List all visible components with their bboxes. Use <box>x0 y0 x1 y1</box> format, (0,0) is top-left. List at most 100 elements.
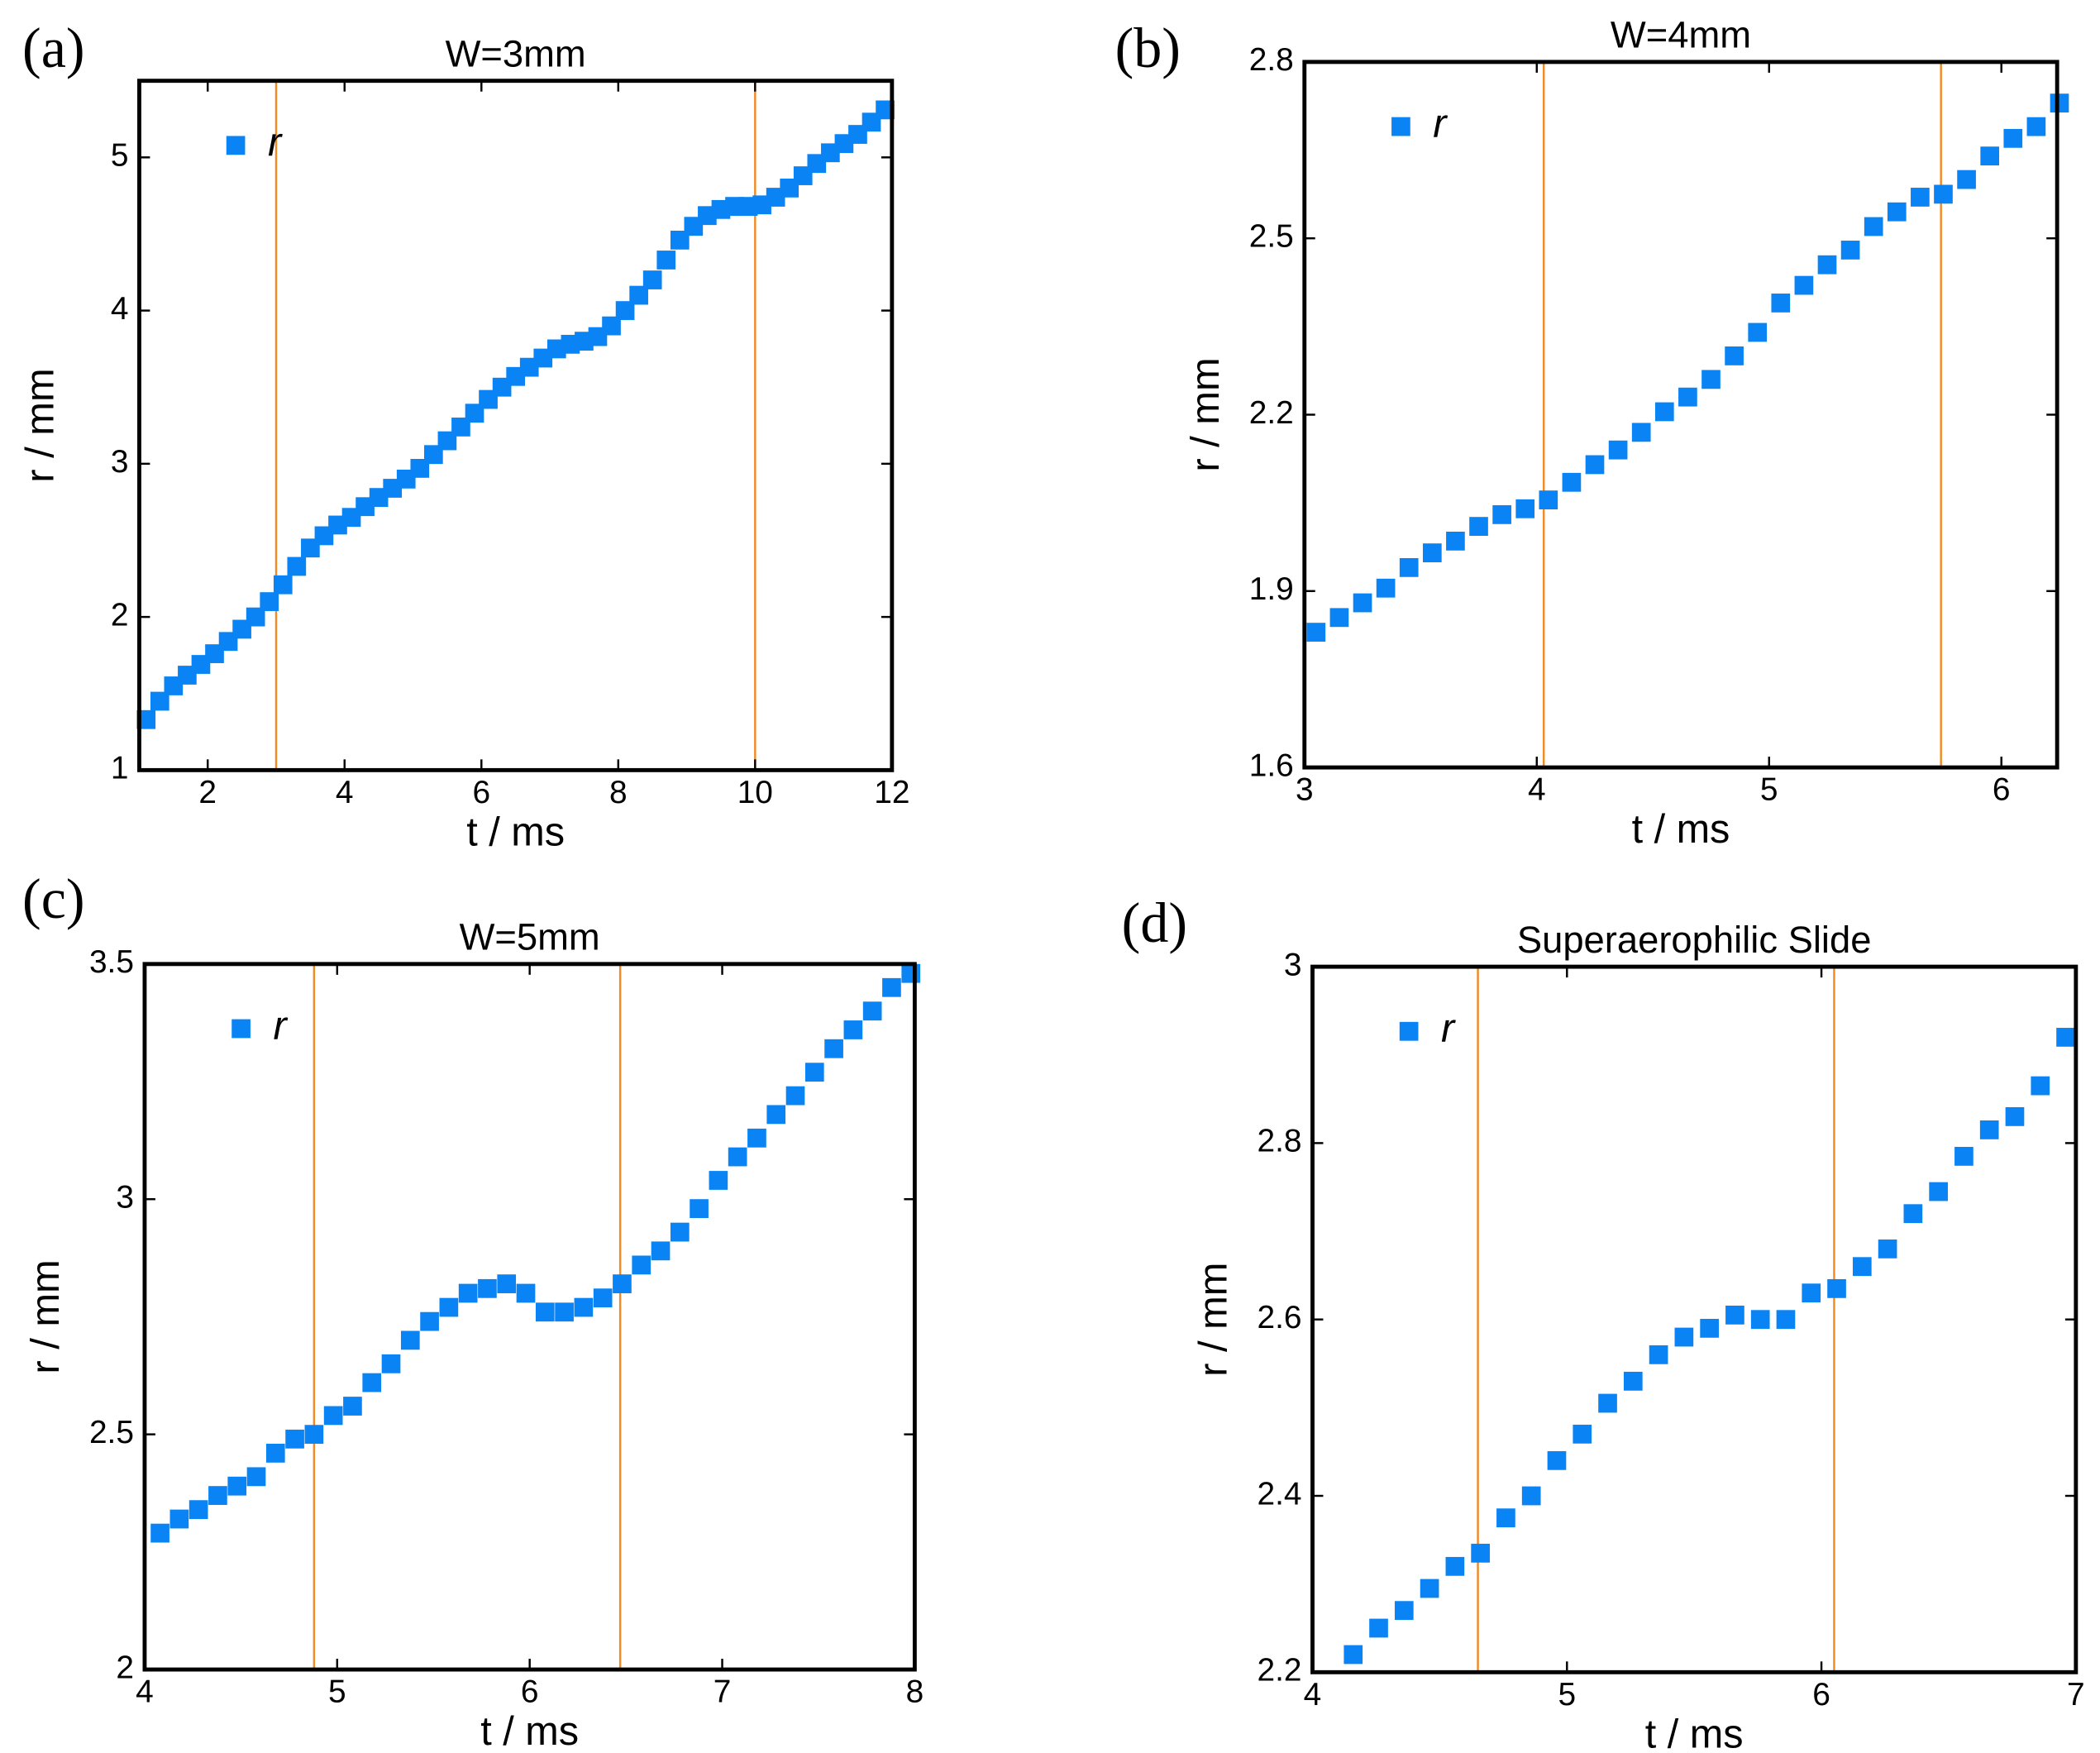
marker <box>1852 1257 1872 1277</box>
marker <box>535 1302 555 1322</box>
marker <box>728 1147 747 1167</box>
marker <box>593 1288 613 1308</box>
y-tick-label: 3.5 <box>89 944 134 980</box>
marker <box>1957 170 1976 189</box>
y-axis-label: r / mm <box>23 1259 68 1373</box>
marker <box>1654 402 1674 422</box>
legend-marker <box>1399 1021 1419 1041</box>
marker <box>458 1283 478 1303</box>
marker <box>136 709 156 729</box>
x-tick-label: 8 <box>906 1674 924 1710</box>
x-axis-label: t / ms <box>1645 1712 1744 1753</box>
y-tick-label: 2 <box>111 597 129 633</box>
marker <box>1980 146 2000 166</box>
marker <box>1608 440 1628 460</box>
x-tick-label: 3 <box>1296 772 1314 808</box>
legend-label: r <box>1441 1006 1456 1051</box>
marker <box>642 270 662 289</box>
marker <box>2005 1107 2025 1126</box>
x-axis-label: t / ms <box>1632 807 1730 852</box>
marker <box>1515 499 1535 518</box>
marker <box>1353 593 1372 613</box>
chart-title: W=5mm <box>460 915 600 958</box>
y-tick-label: 1 <box>111 751 129 786</box>
marker <box>516 1283 536 1303</box>
marker <box>804 1063 824 1082</box>
marker <box>1776 1310 1796 1330</box>
legend-label: r <box>273 1004 288 1048</box>
marker <box>615 301 635 320</box>
y-tick-label: 2.6 <box>1257 1300 1301 1335</box>
marker <box>1649 1345 1668 1364</box>
legend-marker <box>226 136 246 155</box>
marker <box>882 977 901 997</box>
marker <box>287 556 307 576</box>
marker <box>1422 543 1442 562</box>
marker <box>632 1255 651 1275</box>
marker <box>1771 294 1791 313</box>
marker <box>1817 255 1837 275</box>
x-axis-label: t / ms <box>466 810 565 854</box>
marker <box>690 1199 709 1219</box>
marker <box>189 1500 208 1520</box>
marker <box>260 592 279 611</box>
marker <box>169 1509 189 1529</box>
x-tick-label: 8 <box>609 775 628 810</box>
x-axis-label: t / ms <box>480 1709 579 1753</box>
y-tick-label: 1.6 <box>1249 748 1294 783</box>
y-tick-label: 3 <box>111 444 129 480</box>
marker <box>1573 1424 1592 1444</box>
x-tick-label: 7 <box>2067 1677 2085 1712</box>
x-tick-label: 4 <box>136 1674 154 1710</box>
chart-title: W=4mm <box>1611 14 1751 56</box>
marker <box>901 963 921 983</box>
marker <box>1725 346 1744 365</box>
marker <box>785 1086 805 1106</box>
marker <box>2003 128 2023 148</box>
marker <box>1878 1239 1897 1259</box>
marker <box>1420 1579 1439 1598</box>
marker <box>1678 387 1697 407</box>
marker <box>613 1274 632 1294</box>
marker <box>1471 1543 1490 1563</box>
marker <box>381 1354 401 1373</box>
marker <box>1306 623 1326 642</box>
marker <box>208 1486 227 1505</box>
marker <box>400 1330 420 1350</box>
chart-title: Superaerophilic Slide <box>1517 919 1872 961</box>
marker <box>343 1397 362 1416</box>
y-tick-label: 3 <box>116 1179 134 1215</box>
marker <box>1631 423 1651 442</box>
marker <box>150 691 169 711</box>
marker <box>1562 472 1582 492</box>
plot-frame <box>142 962 917 1672</box>
marker <box>843 1020 863 1039</box>
marker <box>824 1039 843 1058</box>
y-axis-label: r / mm <box>1183 357 1228 471</box>
marker <box>1369 1618 1388 1638</box>
marker <box>1445 1556 1465 1576</box>
marker <box>362 1373 382 1392</box>
marker <box>304 1425 324 1445</box>
marker <box>1547 1450 1567 1470</box>
marker <box>555 1302 574 1322</box>
x-tick-label: 2 <box>198 775 217 810</box>
y-tick-label: 4 <box>111 291 129 327</box>
marker <box>747 1128 766 1148</box>
marker <box>1748 322 1768 342</box>
marker <box>1802 1283 1821 1303</box>
marker <box>265 1443 285 1463</box>
marker <box>1750 1310 1770 1330</box>
marker <box>246 1467 266 1487</box>
y-tick-label: 2 <box>116 1650 134 1685</box>
y-tick-label: 1.9 <box>1249 571 1294 607</box>
marker <box>1394 1601 1414 1621</box>
y-tick-label: 5 <box>111 138 129 174</box>
plot-frame <box>1302 60 2059 770</box>
marker <box>1934 184 1953 204</box>
legend-marker <box>1391 117 1410 136</box>
x-tick-label: 5 <box>328 1674 346 1710</box>
marker <box>629 285 648 305</box>
marker <box>656 251 676 270</box>
